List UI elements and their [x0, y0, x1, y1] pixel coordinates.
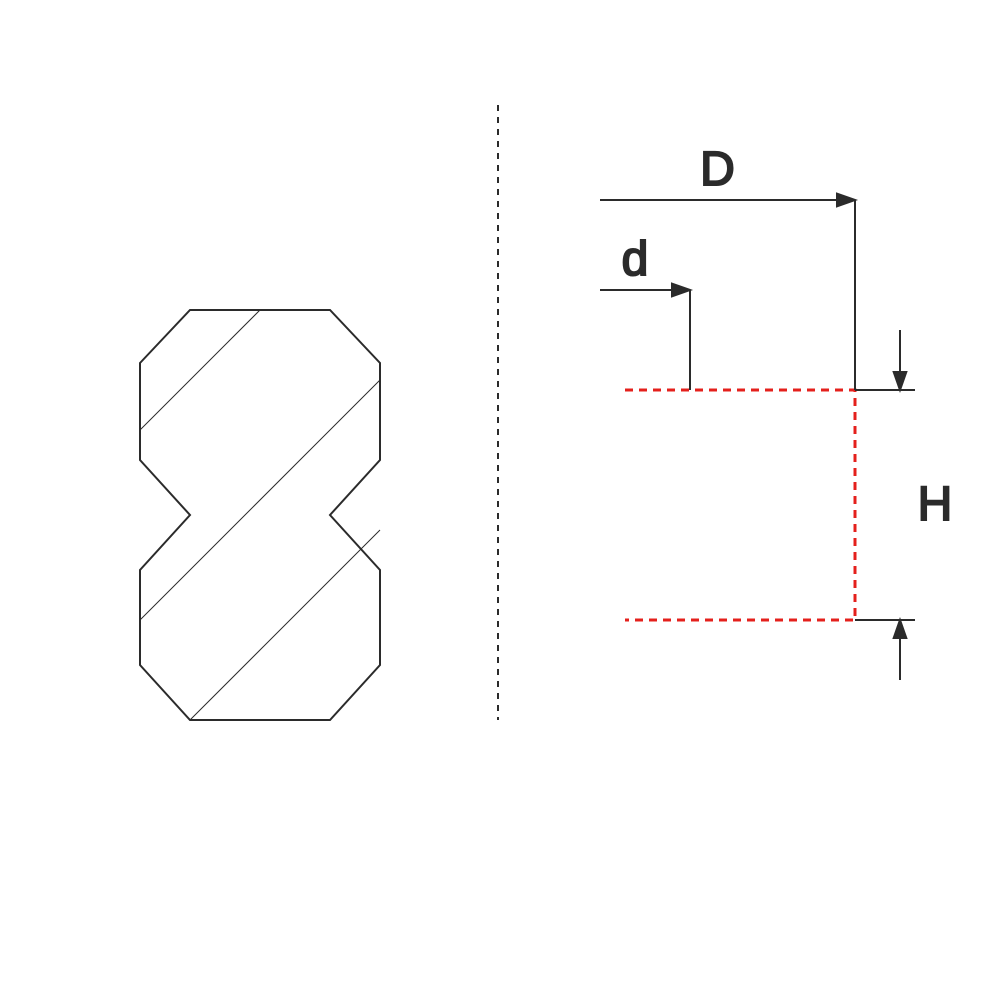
highlight-box — [625, 390, 855, 620]
dimension-d: d — [600, 233, 690, 390]
dimension-H: H — [855, 330, 952, 680]
technical-diagram: D d H — [0, 0, 1000, 1000]
cross-section — [140, 310, 380, 720]
label-D: D — [700, 143, 735, 196]
label-d: d — [622, 233, 649, 286]
label-H: H — [918, 478, 953, 531]
